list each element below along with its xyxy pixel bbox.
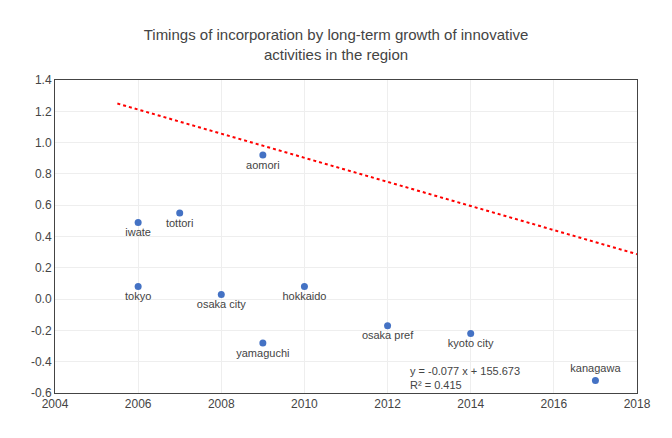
svg-text:2004: 2004 xyxy=(42,397,69,411)
svg-text:aomori: aomori xyxy=(246,159,280,171)
svg-text:0.2: 0.2 xyxy=(35,261,52,275)
svg-text:2010: 2010 xyxy=(291,397,318,411)
svg-text:osaka city: osaka city xyxy=(197,298,246,310)
svg-text:kyoto city: kyoto city xyxy=(448,337,494,349)
svg-text:1.2: 1.2 xyxy=(35,105,52,119)
svg-text:iwate: iwate xyxy=(125,226,151,238)
svg-text:-0.2: -0.2 xyxy=(31,324,52,338)
svg-text:Timings of incorporation by lo: Timings of incorporation by long-term gr… xyxy=(144,26,529,63)
svg-text:2016: 2016 xyxy=(541,397,568,411)
svg-text:-0.4: -0.4 xyxy=(31,355,52,369)
svg-text:hokkaido: hokkaido xyxy=(282,290,326,302)
svg-text:2012: 2012 xyxy=(374,397,401,411)
svg-text:0.4: 0.4 xyxy=(35,230,52,244)
svg-text:2008: 2008 xyxy=(208,397,235,411)
svg-text:y = -0.077 x + 155.673R² = 0.4: y = -0.077 x + 155.673R² = 0.415 xyxy=(410,365,520,391)
svg-text:0.6: 0.6 xyxy=(35,198,52,212)
svg-text:-0.6: -0.6 xyxy=(31,386,52,400)
svg-text:tottori: tottori xyxy=(166,217,194,229)
svg-text:osaka pref: osaka pref xyxy=(362,329,414,341)
svg-text:2018: 2018 xyxy=(624,397,651,411)
svg-text:0.8: 0.8 xyxy=(35,167,52,181)
svg-text:kanagawa: kanagawa xyxy=(570,362,621,374)
svg-text:0.0: 0.0 xyxy=(35,292,52,306)
svg-text:1.4: 1.4 xyxy=(35,73,52,87)
svg-text:yamaguchi: yamaguchi xyxy=(236,347,289,359)
svg-text:2014: 2014 xyxy=(457,397,484,411)
svg-text:tokyo: tokyo xyxy=(125,290,151,302)
svg-text:2006: 2006 xyxy=(125,397,152,411)
svg-text:1.0: 1.0 xyxy=(35,136,52,150)
